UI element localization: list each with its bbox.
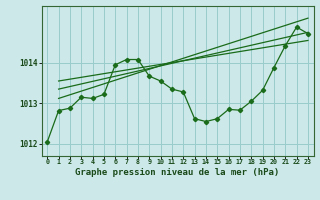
X-axis label: Graphe pression niveau de la mer (hPa): Graphe pression niveau de la mer (hPa) (76, 168, 280, 177)
